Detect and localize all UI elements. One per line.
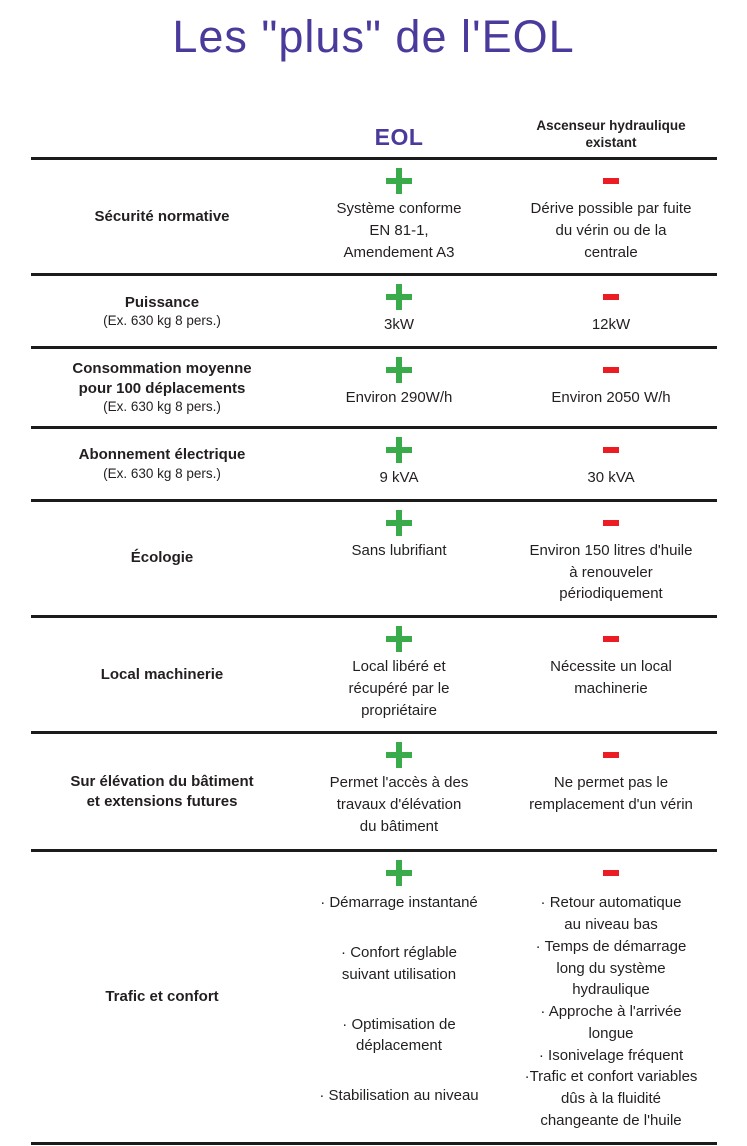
row-label-cell: Local machinerie [31,618,293,731]
minus-icon [598,510,624,536]
row-label: Abonnement électrique [78,446,246,464]
row-label-cell: Sur élévation du bâtiment et extensions … [31,734,293,849]
row-label: Écologie [130,549,194,567]
minus-icon [598,168,624,194]
hydraulic-bullet-item: · Approche à l'arrivée longue [540,1003,682,1042]
hydraulic-value-text: Environ 2050 W/h [551,389,671,406]
row-sublabel: (Ex. 630 kg 8 pers.) [103,465,221,481]
table-row: Trafic et confort · Démarrage instantané ·… [31,852,717,1145]
row-label-cell: Trafic et confort [31,852,293,1141]
eol-bullet-item: · Optimisation de déplacement [342,1015,456,1055]
hydraulic-value-cell: Environ 2050 W/h [505,349,717,426]
table-body: Sécurité normative Système conforme EN 81… [31,160,717,1145]
row-label: Local machinerie [100,665,224,683]
hydraulic-value-text: Environ 150 litres d'huile à renouveler … [529,541,693,603]
hydraulic-value-text: Dérive possible par fuite du vérin ou de… [530,200,692,261]
plus-icon [386,742,412,769]
eol-value-cell: Sans lubrifiant [293,502,505,615]
eol-value-cell: Permet l'accès à des travaux d'élévation… [293,734,505,849]
eol-value-text: Système conforme EN 81-1, Amendement A3 [336,200,462,261]
hydraulic-value-text: Nécessite un local machinerie [550,658,672,697]
eol-bullet-item: · Démarrage instantané [320,894,478,912]
table-row: Abonnement électrique (Ex. 630 kg 8 pers.… [31,429,717,502]
minus-icon [598,437,624,463]
plus-icon [386,860,412,887]
eol-value-text: 9 kVA [379,469,419,486]
minus-icon [598,626,624,652]
row-label: Puissance [124,293,200,311]
hydraulic-bullet-item: ·Trafic et confort variables dûs à la fl… [524,1068,698,1129]
table-row: Sur élévation du bâtiment et extensions … [31,734,717,853]
row-label-cell: Consommation moyenne pour 100 déplacemen… [31,349,293,426]
table-row: Local machinerie Local libéré et récupéré… [31,618,717,735]
row-sublabel: (Ex. 630 kg 8 pers.) [103,399,221,415]
eol-bullet-item: · Stabilisation au niveau [319,1087,479,1104]
row-label-cell: Sécurité normative [31,160,293,273]
plus-icon [386,284,412,311]
eol-value-cell: Local libéré et récupéré par le propriét… [293,618,505,731]
eol-value-text: Environ 290W/h [345,389,453,406]
row-label: Trafic et confort [105,987,219,1005]
hydraulic-value-cell: Nécessite un local machinerie [505,618,717,731]
row-label: Sur élévation du bâtiment et extensions … [70,772,254,810]
eol-value-cell: Environ 290W/h [293,349,505,426]
hydraulic-value-cell: 12kW [505,276,717,346]
eol-value-text: 3kW [384,316,414,334]
column-header-eol: EOL [374,124,424,150]
minus-icon [598,284,624,310]
plus-icon [386,626,412,652]
eol-value-cell: Système conforme EN 81-1, Amendement A3 [293,160,505,273]
hydraulic-value-text: Ne permet pas le remplacement d'un vérin [529,774,693,813]
minus-icon [598,860,624,886]
column-header-hydraulic: Ascenseur hydraulique existant [536,118,686,150]
table-row: Écologie Sans lubrifiant Environ 150 litre… [31,502,717,618]
hydraulic-bullet-item: · Retour automatique au niveau bas [540,894,682,933]
hydraulic-value-cell: 30 kVA [505,429,717,499]
minus-icon [598,742,624,768]
hydraulic-bullet-item: · Isonivelage fréquent [538,1046,684,1064]
hydraulic-bullet-list: · Retour automatique au niveau bas · Temp… [525,892,698,1131]
row-sublabel: (Ex. 630 kg 8 pers.) [103,312,221,328]
hydraulic-value-cell: Ne permet pas le remplacement d'un vérin [505,734,717,849]
table-row: Consommation moyenne pour 100 déplacemen… [31,349,717,429]
row-label-cell: Puissance (Ex. 630 kg 8 pers.) [31,276,293,346]
hydraulic-value-cell: Environ 150 litres d'huile à renouveler … [505,502,717,615]
hydraulic-bullet-item: · Temps de démarrage long du système hyd… [535,937,687,999]
comparison-table: EOL Ascenseur hydraulique existant Sécur… [31,70,717,1145]
plus-icon [386,509,412,536]
table-row: Sécurité normative Système conforme EN 81… [31,160,717,277]
eol-bullet-item: · Confort réglable suivant utilisation [341,944,457,983]
row-label: Sécurité normative [94,207,230,225]
eol-value-text: Sans lubrifiant [351,541,447,559]
table-header-row: EOL Ascenseur hydraulique existant [31,70,717,160]
row-label: Consommation moyenne pour 100 déplacemen… [72,359,252,398]
row-label-cell: Écologie [31,502,293,615]
row-label-cell: Abonnement électrique (Ex. 630 kg 8 pers.… [31,429,293,499]
eol-value-text: Local libéré et récupéré par le propriét… [348,658,450,719]
plus-icon [386,437,412,463]
eol-value-cell: 3kW [293,276,505,346]
hydraulic-value-cell: Dérive possible par fuite du vérin ou de… [505,160,717,273]
plus-icon [386,168,412,194]
hydraulic-value-text: 12kW [591,316,631,334]
hydraulic-value-text: 30 kVA [587,469,635,486]
page-title: Les "plus" de l'EOL [172,11,575,62]
eol-value-cell: · Démarrage instantané · Confort réglable… [293,852,505,1141]
table-row: Puissance (Ex. 630 kg 8 pers.) 3kW 12kW [31,276,717,349]
hydraulic-value-cell: · Retour automatique au niveau bas · Temp… [505,852,717,1141]
plus-icon [386,357,412,383]
minus-icon [598,357,624,383]
eol-value-cell: 9 kVA [293,429,505,499]
eol-bullet-list: · Démarrage instantané · Confort réglable… [319,892,478,1107]
eol-value-text: Permet l'accès à des travaux d'élévation… [329,774,469,835]
